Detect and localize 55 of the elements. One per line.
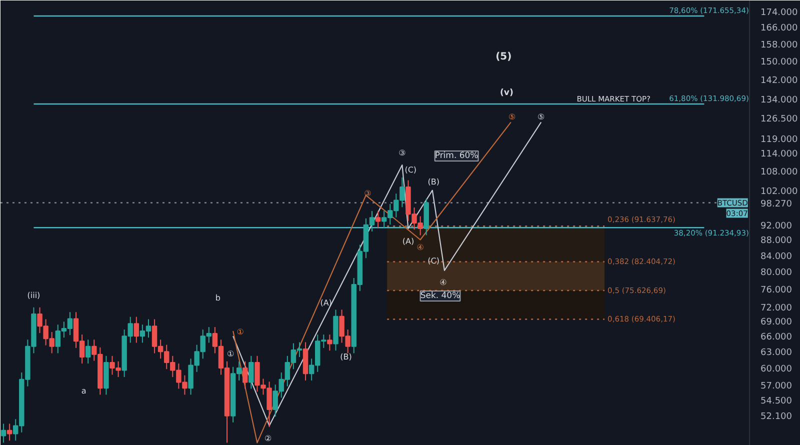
annotation: (C) <box>428 256 440 266</box>
annotation: (v) <box>500 88 514 98</box>
annotation: a <box>81 386 86 396</box>
annotation: ② <box>264 434 272 444</box>
candlestick <box>242 360 248 390</box>
y-tick-label: 92.000 <box>760 221 792 232</box>
candlestick <box>248 355 254 390</box>
y-tick-label: 88.000 <box>760 236 792 246</box>
candlestick <box>134 316 140 344</box>
y-tick-label: 102.000 <box>760 186 798 197</box>
y-tick-label: 119.000 <box>760 135 798 146</box>
annotation: (B) <box>340 352 352 362</box>
y-tick-label: 150.000 <box>760 58 798 68</box>
annotation: ③ <box>364 189 372 198</box>
y-tick-label: 126.500 <box>760 114 798 125</box>
y-tick-label: 80.000 <box>760 268 792 278</box>
annotation: (5) <box>496 51 512 62</box>
y-tick-label: 114.000 <box>760 150 798 160</box>
annotation: (B) <box>428 178 440 187</box>
annotation: (A) <box>402 236 414 246</box>
y-tick-label: 108.000 <box>760 168 798 178</box>
y-tick-label: 66.000 <box>760 332 792 343</box>
candlestick <box>0 423 6 444</box>
annotation: (C) <box>404 166 417 175</box>
annotation: (A) <box>320 298 332 308</box>
annotation: ① <box>227 349 234 358</box>
y-tick-label: 174.000 <box>760 8 798 18</box>
annotation: Prim. 60% <box>434 151 478 162</box>
annotation: ⑤ <box>508 112 516 122</box>
y-tick-label: 158.000 <box>760 40 798 50</box>
y-tick-label: 98.270 <box>760 199 792 210</box>
candlestick <box>327 334 332 352</box>
annotation: ③ <box>398 148 406 158</box>
y-tick-label: 76.000 <box>760 285 792 296</box>
y-tick-label: 63.000 <box>760 348 792 358</box>
y-tick-label: 69.000 <box>760 318 792 328</box>
y-tick-label: 54.500 <box>760 396 792 407</box>
annotation: (iii) <box>27 291 40 300</box>
annotation: b <box>215 294 220 303</box>
y-tick-label: 72.000 <box>760 303 792 314</box>
candlestick <box>6 423 12 442</box>
annotation: ④ <box>416 242 424 252</box>
y-tick-label: 84.000 <box>760 252 792 262</box>
y-tick-label: 60.000 <box>760 364 792 374</box>
annotation: Sek. 40% <box>420 290 460 301</box>
y-tick-label: 134.000 <box>760 95 798 106</box>
annotation: ④ <box>440 278 447 287</box>
y-tick-label: 52.100 <box>760 412 792 422</box>
annotation: ① <box>236 328 244 337</box>
candlestick <box>85 339 91 364</box>
y-tick-label: 57.000 <box>760 382 792 392</box>
candlestick <box>375 210 381 229</box>
annotation: ⑤ <box>538 112 545 122</box>
y-tick-label: 142.000 <box>760 76 798 86</box>
y-tick-label: 166.000 <box>760 24 798 34</box>
